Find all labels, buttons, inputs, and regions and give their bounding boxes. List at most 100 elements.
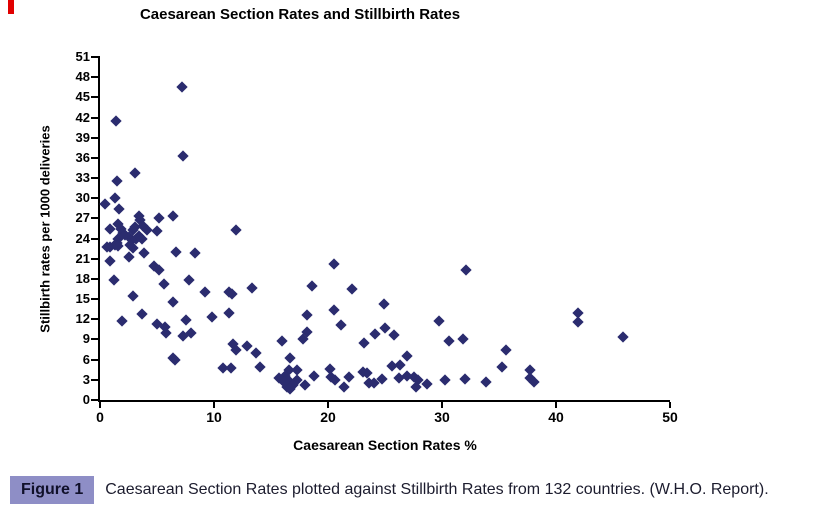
- y-tick-mark: [91, 338, 100, 341]
- figure-caption: Figure 1 Caesarean Section Rates plotted…: [10, 476, 837, 504]
- data-point-marker: [460, 264, 472, 276]
- data-point-marker: [223, 307, 235, 319]
- data-point-marker: [115, 314, 128, 327]
- y-tick-label: 18: [75, 270, 90, 286]
- data-point-marker: [179, 314, 192, 326]
- x-axis-line: [98, 400, 670, 402]
- data-point-marker: [188, 247, 201, 259]
- y-tick-label: 33: [75, 170, 90, 186]
- x-tick-label: 50: [662, 409, 678, 425]
- data-point-marker: [229, 224, 242, 236]
- figure-caption-text: Caesarean Section Rates plotted against …: [105, 481, 769, 498]
- data-point-marker: [329, 374, 341, 387]
- x-axis-title: Caesarean Section Rates %: [293, 437, 477, 453]
- data-point-marker: [378, 298, 390, 311]
- x-tick-mark: [555, 402, 557, 408]
- data-point-marker: [250, 347, 262, 359]
- y-tick-mark: [91, 136, 100, 139]
- data-point-marker: [443, 335, 455, 348]
- data-point-marker: [500, 343, 512, 356]
- data-point-marker: [199, 286, 211, 299]
- y-tick-mark: [91, 378, 100, 381]
- data-point-marker: [456, 333, 469, 346]
- y-tick-mark: [91, 76, 100, 79]
- y-tick-mark: [91, 156, 100, 159]
- data-point-marker: [206, 310, 218, 323]
- data-point-marker: [459, 373, 471, 385]
- x-tick-label: 40: [548, 409, 564, 425]
- data-point-marker: [167, 296, 179, 309]
- data-point-marker: [151, 224, 163, 237]
- data-point-marker: [98, 198, 111, 210]
- data-point-marker: [571, 316, 584, 328]
- data-point-marker: [176, 80, 188, 93]
- y-tick-label: 51: [75, 49, 90, 64]
- data-point-marker: [253, 361, 266, 373]
- data-point-marker: [226, 288, 238, 301]
- y-tick-mark: [91, 177, 100, 180]
- data-point-marker: [129, 167, 141, 179]
- y-tick-label: 30: [75, 190, 90, 206]
- y-tick-mark: [91, 56, 100, 58]
- data-point-marker: [338, 381, 350, 393]
- data-point-marker: [138, 247, 151, 260]
- x-tick-mark: [669, 402, 671, 408]
- data-point-marker: [379, 322, 391, 334]
- data-point-marker: [104, 255, 116, 268]
- data-point-marker: [136, 308, 148, 320]
- x-tick-mark: [213, 402, 215, 408]
- y-axis-line: [98, 57, 100, 402]
- data-point-marker: [432, 315, 445, 327]
- y-tick-label: 9: [82, 331, 90, 347]
- x-tick-label: 0: [96, 409, 104, 425]
- data-point-marker: [346, 283, 358, 295]
- y-tick-label: 39: [75, 129, 90, 145]
- y-tick-label: 24: [75, 230, 90, 246]
- data-point-marker: [158, 278, 170, 290]
- y-tick-label: 0: [82, 392, 90, 407]
- data-point-marker: [241, 339, 253, 352]
- data-point-marker: [108, 274, 120, 286]
- y-tick-label: 42: [75, 109, 90, 125]
- y-tick-label: 21: [75, 250, 90, 266]
- chart-title: Caesarean Section Rates and Stillbirth R…: [139, 6, 461, 23]
- y-tick-label: 36: [75, 149, 90, 165]
- data-point-marker: [439, 374, 452, 387]
- data-point-marker: [183, 273, 195, 286]
- y-tick-label: 12: [75, 311, 90, 327]
- y-tick-mark: [91, 96, 100, 99]
- x-tick-mark: [99, 402, 101, 408]
- red-mark: [8, 0, 14, 14]
- y-tick-mark: [91, 197, 100, 200]
- data-point-marker: [111, 175, 123, 188]
- x-tick-mark: [327, 402, 329, 408]
- data-point-marker: [169, 354, 181, 366]
- data-point-marker: [127, 290, 139, 303]
- y-tick-mark: [91, 217, 100, 220]
- y-tick-label: 48: [75, 69, 90, 85]
- y-axis-title: Stillbirth rates per 1000 deliveries: [37, 125, 53, 333]
- data-point-marker: [617, 331, 629, 344]
- data-point-marker: [245, 282, 258, 294]
- y-tick-mark: [91, 277, 100, 280]
- data-point-marker: [328, 304, 340, 316]
- data-point-marker: [308, 370, 320, 383]
- data-point-marker: [225, 362, 237, 375]
- data-point-marker: [328, 258, 340, 270]
- data-point-marker: [388, 329, 400, 341]
- data-point-marker: [301, 309, 314, 321]
- y-tick-mark: [91, 318, 100, 321]
- data-point-marker: [160, 327, 172, 340]
- data-point-marker: [110, 115, 122, 127]
- y-tick-mark: [91, 257, 100, 260]
- data-point-marker: [170, 246, 183, 258]
- data-point-marker: [113, 203, 126, 215]
- x-tick-label: 10: [206, 409, 222, 425]
- data-point-marker: [334, 319, 347, 331]
- y-tick-mark: [91, 298, 100, 301]
- x-tick-mark: [441, 402, 443, 408]
- data-point-marker: [276, 335, 289, 347]
- plot-area: 0 3 6 9 12 15 18 21 24 27 30 33 36 39 42 45 48 51 0 10 20 30 4…: [76, 50, 678, 425]
- y-tick-mark: [91, 399, 100, 401]
